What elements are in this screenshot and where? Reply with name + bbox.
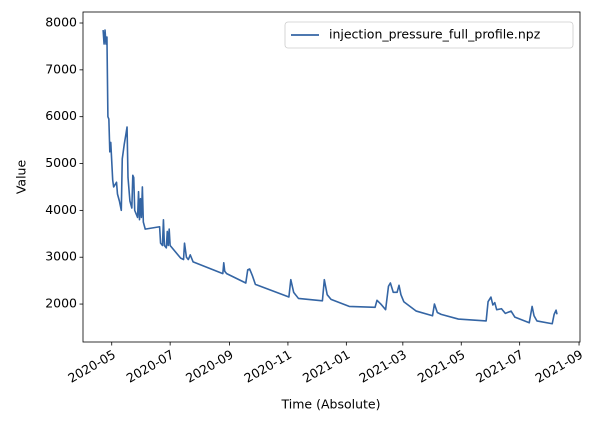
x-tick-label: 2020-07 — [124, 347, 177, 386]
x-tick-label: 2021-05 — [415, 347, 468, 386]
data-line — [102, 29, 558, 325]
x-tick-label: 2021-07 — [473, 347, 526, 386]
y-tick-label: 2000 — [45, 296, 77, 311]
y-tick-label: 4000 — [45, 202, 77, 217]
y-tick-label: 5000 — [45, 155, 77, 170]
y-tick-label: 6000 — [45, 108, 77, 123]
y-tick-label: 3000 — [45, 249, 77, 264]
x-tick-label: 2020-09 — [183, 347, 236, 386]
legend: injection_pressure_full_profile.npz — [284, 21, 574, 49]
x-tick-label: 2020-11 — [241, 347, 294, 386]
x-tick-label: 2021-01 — [300, 347, 353, 386]
x-axis-label: Time (Absolute) — [281, 397, 381, 412]
x-tick-label: 2020-05 — [65, 347, 118, 386]
plot-frame — [82, 11, 581, 343]
y-tick-label: 8000 — [45, 15, 77, 30]
legend-box — [284, 21, 574, 49]
legend-label: injection_pressure_full_profile.npz — [329, 27, 541, 42]
y-axis-label: Value — [14, 160, 29, 195]
y-tick-label: 7000 — [45, 61, 77, 76]
x-tick-label: 2021-09 — [533, 347, 586, 386]
x-tick-label: 2021-03 — [356, 347, 409, 386]
